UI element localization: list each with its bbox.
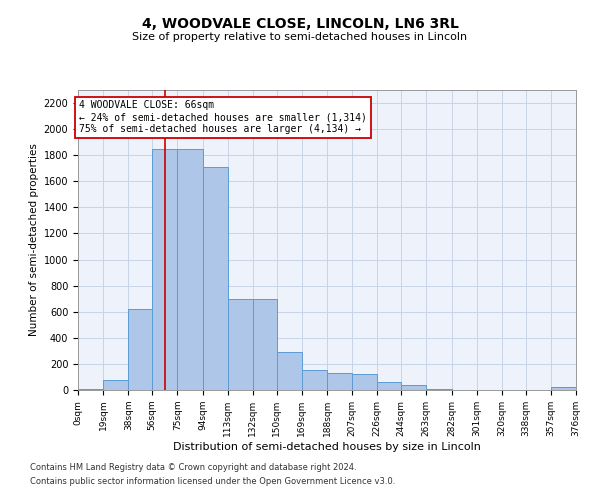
Bar <box>277 352 302 390</box>
Bar <box>327 373 352 390</box>
X-axis label: Distribution of semi-detached houses by size in Lincoln: Distribution of semi-detached houses by … <box>173 442 481 452</box>
Text: 4, WOODVALE CLOSE, LINCOLN, LN6 3RL: 4, WOODVALE CLOSE, LINCOLN, LN6 3RL <box>142 18 458 32</box>
Text: Size of property relative to semi-detached houses in Lincoln: Size of property relative to semi-detach… <box>133 32 467 42</box>
Bar <box>377 382 401 390</box>
Bar <box>178 148 203 390</box>
Bar <box>152 148 178 390</box>
Text: 4 WOODVALE CLOSE: 66sqm
← 24% of semi-detached houses are smaller (1,314)
75% of: 4 WOODVALE CLOSE: 66sqm ← 24% of semi-de… <box>79 100 367 134</box>
Y-axis label: Number of semi-detached properties: Number of semi-detached properties <box>29 144 40 336</box>
Bar <box>302 370 327 390</box>
Text: Contains public sector information licensed under the Open Government Licence v3: Contains public sector information licen… <box>30 477 395 486</box>
Bar <box>103 380 128 390</box>
Bar <box>203 167 227 390</box>
Bar <box>128 309 152 390</box>
Bar <box>551 388 576 390</box>
Bar <box>352 374 377 390</box>
Bar <box>253 298 277 390</box>
Bar <box>401 386 427 390</box>
Text: Contains HM Land Registry data © Crown copyright and database right 2024.: Contains HM Land Registry data © Crown c… <box>30 464 356 472</box>
Bar <box>227 298 253 390</box>
